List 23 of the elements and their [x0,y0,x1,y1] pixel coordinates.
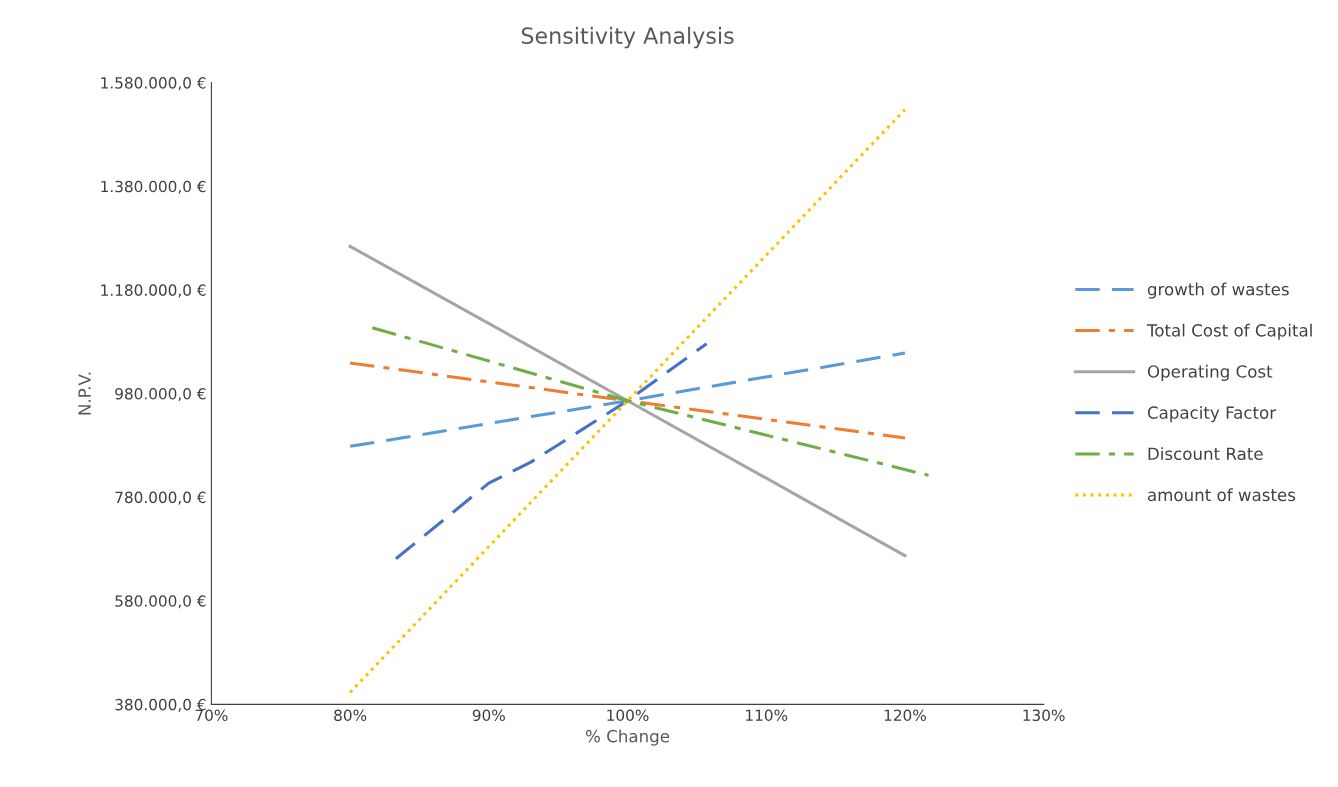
legend-label: Discount Rate [1148,447,1263,461]
legend-label: amount of wastes [1147,488,1296,502]
x-tick-label: 130% [1023,709,1065,722]
legend-label: Total Cost of Capital [1146,323,1312,340]
y-tick-label: 580.000,0 € [115,595,206,609]
x-axis-title: % Change [585,729,670,746]
x-tick-label: 110% [746,709,788,722]
x-tick-label: 100% [607,709,649,722]
y-tick-label: 780.000,0 € [115,491,206,505]
y-axis-title: N.P.V. [78,372,91,415]
x-tick-label: 90% [472,709,505,722]
legend-label: growth of wastes [1147,282,1289,299]
y-tick-label: 1.180.000,0 € [101,284,206,298]
chart-title: Sensitivity Analysis [521,26,734,49]
x-tick-label: 70% [195,709,228,722]
y-tick-label: 980.000,0 € [115,387,206,402]
x-tick-label: 80% [334,709,367,722]
y-tick-label: 1.380.000,0 € [101,180,206,194]
y-tick-label: 1.580.000,0 € [101,77,206,91]
legend-label: Operating Cost [1147,364,1273,381]
line-series [394,342,709,561]
x-tick-label: 120% [884,709,926,722]
legend-label: Capacity Factor [1147,406,1277,423]
